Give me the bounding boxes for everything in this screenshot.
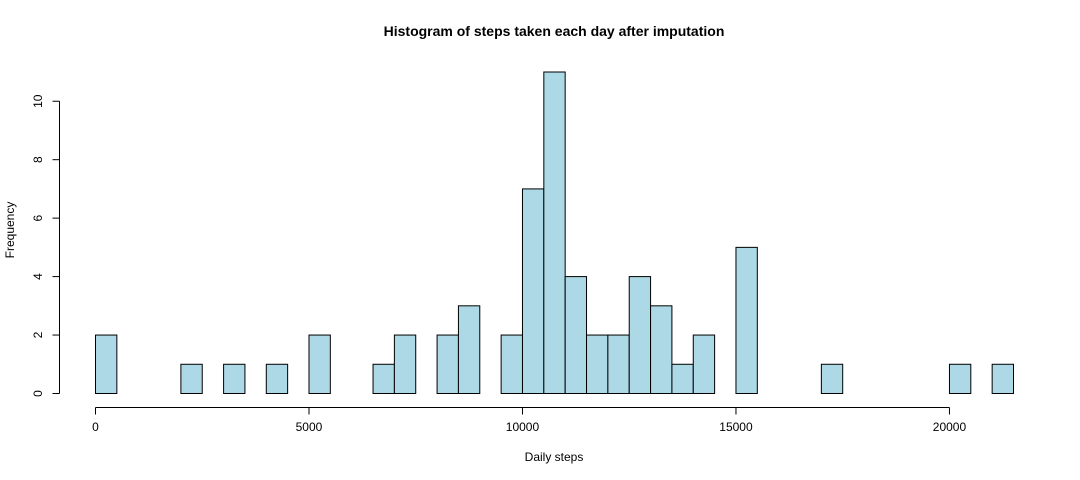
x-axis: 0 5000 10000 15000 20000 xyxy=(92,407,967,434)
y-tick-label: 4 xyxy=(31,273,45,280)
histogram-bar xyxy=(500,334,523,394)
histogram-bar xyxy=(735,246,758,394)
histogram-bar xyxy=(265,363,289,395)
histogram-bar xyxy=(628,276,652,394)
histogram-bar xyxy=(543,71,566,394)
y-tick-label: 6 xyxy=(31,214,45,221)
y-tick-label: 2 xyxy=(31,331,45,338)
y-tick-label: 8 xyxy=(31,156,45,163)
histogram-bar xyxy=(308,334,331,394)
histogram-bar xyxy=(521,188,545,394)
histogram-bar xyxy=(436,334,459,394)
histogram-bar xyxy=(95,334,118,394)
histogram-bar xyxy=(820,363,844,395)
histogram-bar xyxy=(948,363,972,395)
y-axis: 0 2 4 6 8 10 xyxy=(31,94,60,397)
x-tick-label: 10000 xyxy=(506,420,540,434)
histogram-bar xyxy=(457,305,481,394)
x-tick-label: 5000 xyxy=(296,420,323,434)
histogram-bar xyxy=(564,276,588,394)
histogram-bar xyxy=(650,305,673,394)
histogram-bar xyxy=(223,363,246,395)
histogram-bar xyxy=(991,363,1015,395)
histogram-bar xyxy=(671,363,694,395)
bars-group xyxy=(95,71,1015,395)
chart-title: Histogram of steps taken each day after … xyxy=(383,23,725,39)
histogram-bar xyxy=(692,334,716,394)
x-tick-label: 0 xyxy=(92,420,99,434)
x-axis-label: Daily steps xyxy=(524,450,584,464)
x-tick-label: 15000 xyxy=(719,420,753,434)
y-tick-label: 0 xyxy=(31,390,45,397)
y-tick-label: 10 xyxy=(31,94,45,108)
histogram-bar xyxy=(372,363,395,395)
histogram-bar xyxy=(586,334,609,394)
histogram-bar xyxy=(607,334,630,394)
histogram-bar xyxy=(180,363,203,395)
histogram-bar xyxy=(393,334,417,394)
x-tick-label: 20000 xyxy=(933,420,967,434)
